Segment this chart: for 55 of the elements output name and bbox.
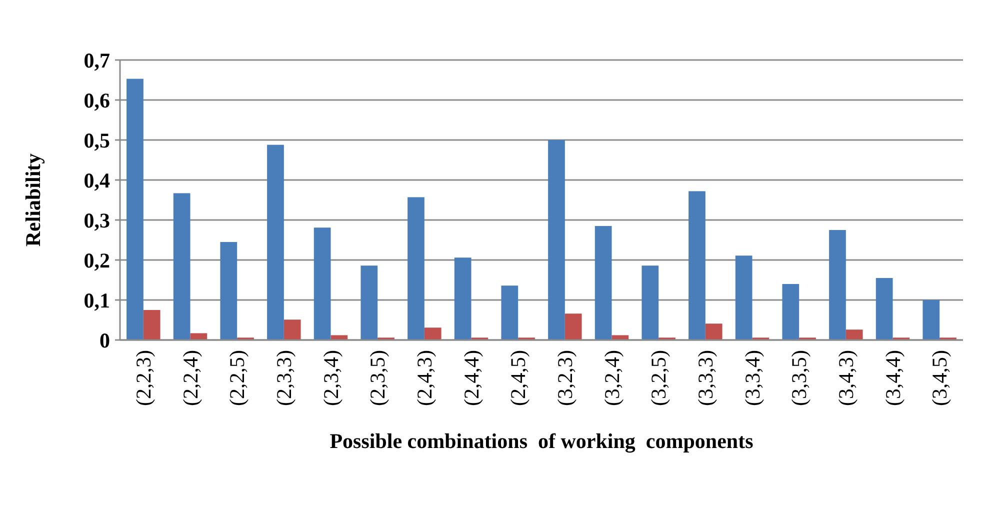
bar xyxy=(190,333,208,340)
y-tick-label: 0,5 xyxy=(84,128,110,152)
x-tick-label: (3,4,4) xyxy=(880,350,905,406)
bar xyxy=(314,228,331,340)
bar xyxy=(454,258,472,340)
bar xyxy=(267,144,284,340)
bar xyxy=(735,256,752,340)
x-tick-label: (3,2,4) xyxy=(600,350,624,406)
x-tick-label: (3,2,5) xyxy=(646,350,671,406)
bar xyxy=(688,191,706,340)
bar xyxy=(829,230,846,340)
x-tick-label: (2,3,4) xyxy=(318,350,343,406)
y-axis-title: Reliability xyxy=(21,152,45,247)
bar xyxy=(548,140,565,340)
bar xyxy=(612,335,629,340)
x-tick-label: (2,2,3) xyxy=(131,350,156,406)
bar xyxy=(876,278,893,340)
y-tick-label: 0 xyxy=(100,328,110,352)
bar xyxy=(284,320,301,340)
bar xyxy=(642,266,659,340)
x-tick-label: (3,3,5) xyxy=(787,350,812,406)
bar xyxy=(360,266,378,340)
x-tick-label: (3,4,3) xyxy=(834,350,858,406)
bar xyxy=(408,197,424,340)
bar xyxy=(143,310,160,340)
x-tick-label: (2,3,5) xyxy=(366,350,390,406)
x-tick-label: (2,4,4) xyxy=(459,350,484,406)
bar xyxy=(501,286,518,340)
bar xyxy=(173,193,190,340)
bar xyxy=(424,328,442,340)
x-tick-label: (3,3,3) xyxy=(693,350,718,406)
bar xyxy=(846,330,863,340)
y-tick-label: 0,3 xyxy=(84,208,110,232)
x-tick-label: (3,4,5) xyxy=(928,350,952,406)
x-tick-label: (2,2,4) xyxy=(178,350,202,406)
bar xyxy=(594,226,612,340)
x-tick-label: (2,3,3) xyxy=(272,350,296,406)
y-tick-label: 0,6 xyxy=(84,88,110,112)
y-tick-label: 0,1 xyxy=(84,288,110,312)
y-tick-label: 0,2 xyxy=(84,248,110,272)
bar xyxy=(922,300,940,340)
bar xyxy=(705,324,722,340)
bar xyxy=(126,78,144,340)
bar xyxy=(782,284,800,340)
x-tick-label: (2,4,5) xyxy=(506,350,530,406)
bar xyxy=(330,335,348,340)
x-tick-label: (2,2,5) xyxy=(225,350,250,406)
bar xyxy=(564,314,582,340)
bar xyxy=(220,242,238,340)
y-tick-label: 0,4 xyxy=(84,168,110,192)
x-tick-label: (2,4,3) xyxy=(412,350,436,406)
x-tick-label: (3,3,4) xyxy=(740,350,764,406)
x-tick-label: (3,2,3) xyxy=(552,350,577,406)
y-tick-label: 0,7 xyxy=(84,48,110,72)
x-axis-title: Possible combinations of working components xyxy=(330,429,754,453)
